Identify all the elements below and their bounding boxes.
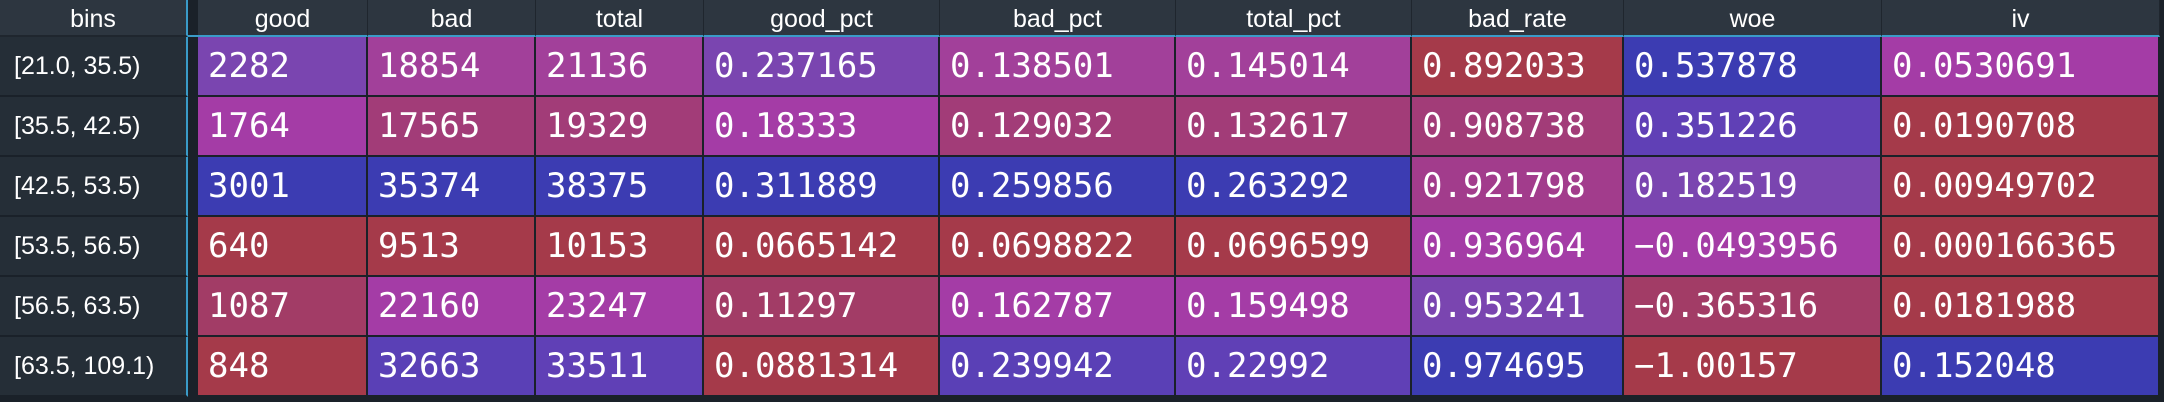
index-gap [188,157,198,217]
table-cell-woe[interactable]: −0.365316 [1624,277,1882,337]
table-cell-total-pct[interactable]: 0.22992 [1176,337,1412,397]
table-cell-good-pct[interactable]: 0.0665142 [704,217,940,277]
table-cell-good-pct[interactable]: 0.0881314 [704,337,940,397]
column-header-good[interactable]: good [198,0,368,37]
table-cell-bad-pct[interactable]: 0.239942 [940,337,1176,397]
table-cell-bad-pct[interactable]: 0.0698822 [940,217,1176,277]
row-index-bin: [35.5, 42.5) [0,97,188,157]
table-cell-bad-pct[interactable]: 0.259856 [940,157,1176,217]
table-cell-total-pct[interactable]: 0.263292 [1176,157,1412,217]
table-cell-good-pct[interactable]: 0.18333 [704,97,940,157]
table-cell-total[interactable]: 21136 [536,37,704,97]
index-separator [188,0,198,37]
table-cell-good[interactable]: 1087 [198,277,368,337]
table-cell-total-pct[interactable]: 0.132617 [1176,97,1412,157]
table-cell-bad-pct[interactable]: 0.129032 [940,97,1176,157]
index-gap [188,277,198,337]
table-cell-good-pct[interactable]: 0.11297 [704,277,940,337]
table-cell-total[interactable]: 10153 [536,217,704,277]
column-header-total[interactable]: total [536,0,704,37]
column-header-bad[interactable]: bad [368,0,536,37]
table-cell-bad-rate[interactable]: 0.908738 [1412,97,1624,157]
table-cell-woe[interactable]: 0.182519 [1624,157,1882,217]
table-cell-iv[interactable]: 0.000166365 [1882,217,2160,277]
table-cell-bad[interactable]: 32663 [368,337,536,397]
table-cell-good[interactable]: 2282 [198,37,368,97]
index-gap [188,97,198,157]
table-cell-good[interactable]: 3001 [198,157,368,217]
index-gap [188,337,198,397]
row-index-bin: [56.5, 63.5) [0,277,188,337]
row-index-bin: [42.5, 53.5) [0,157,188,217]
table-cell-good-pct[interactable]: 0.237165 [704,37,940,97]
table-cell-total-pct[interactable]: 0.0696599 [1176,217,1412,277]
table-cell-bad-rate[interactable]: 0.892033 [1412,37,1624,97]
table-cell-iv[interactable]: 0.0530691 [1882,37,2160,97]
table-cell-good[interactable]: 640 [198,217,368,277]
table-cell-total[interactable]: 23247 [536,277,704,337]
table-cell-good[interactable]: 1764 [198,97,368,157]
column-header-woe[interactable]: woe [1624,0,1882,37]
table-cell-bad-pct[interactable]: 0.138501 [940,37,1176,97]
table-cell-total[interactable]: 33511 [536,337,704,397]
table-cell-bad-pct[interactable]: 0.162787 [940,277,1176,337]
table-cell-bad[interactable]: 35374 [368,157,536,217]
table-cell-total[interactable]: 19329 [536,97,704,157]
column-header-total-pct[interactable]: total_pct [1176,0,1412,37]
table-cell-total-pct[interactable]: 0.145014 [1176,37,1412,97]
table-cell-iv[interactable]: 0.00949702 [1882,157,2160,217]
table-cell-bad-rate[interactable]: 0.921798 [1412,157,1624,217]
table-cell-bad[interactable]: 17565 [368,97,536,157]
table-cell-iv[interactable]: 0.152048 [1882,337,2160,397]
table-cell-woe[interactable]: 0.537878 [1624,37,1882,97]
column-header-iv[interactable]: iv [1882,0,2160,37]
table-cell-bad-rate[interactable]: 0.974695 [1412,337,1624,397]
row-index-bin: [53.5, 56.5) [0,217,188,277]
table-cell-woe[interactable]: 0.351226 [1624,97,1882,157]
table-cell-iv[interactable]: 0.0181988 [1882,277,2160,337]
row-index-bin: [21.0, 35.5) [0,37,188,97]
table-cell-bad[interactable]: 22160 [368,277,536,337]
table-cell-bad-rate[interactable]: 0.936964 [1412,217,1624,277]
table-cell-woe[interactable]: −1.00157 [1624,337,1882,397]
table-cell-total[interactable]: 38375 [536,157,704,217]
column-header-bins[interactable]: bins [0,0,188,37]
row-index-bin: [63.5, 109.1) [0,337,188,397]
table-cell-bad[interactable]: 18854 [368,37,536,97]
column-header-bad-pct[interactable]: bad_pct [940,0,1176,37]
table-cell-good[interactable]: 848 [198,337,368,397]
table-cell-good-pct[interactable]: 0.311889 [704,157,940,217]
table-cell-woe[interactable]: −0.0493956 [1624,217,1882,277]
index-gap [188,37,198,97]
table-cell-iv[interactable]: 0.0190708 [1882,97,2160,157]
column-header-good-pct[interactable]: good_pct [704,0,940,37]
table-cell-bad[interactable]: 9513 [368,217,536,277]
column-header-bad-rate[interactable]: bad_rate [1412,0,1624,37]
table-cell-total-pct[interactable]: 0.159498 [1176,277,1412,337]
table-cell-bad-rate[interactable]: 0.953241 [1412,277,1624,337]
index-gap [188,217,198,277]
